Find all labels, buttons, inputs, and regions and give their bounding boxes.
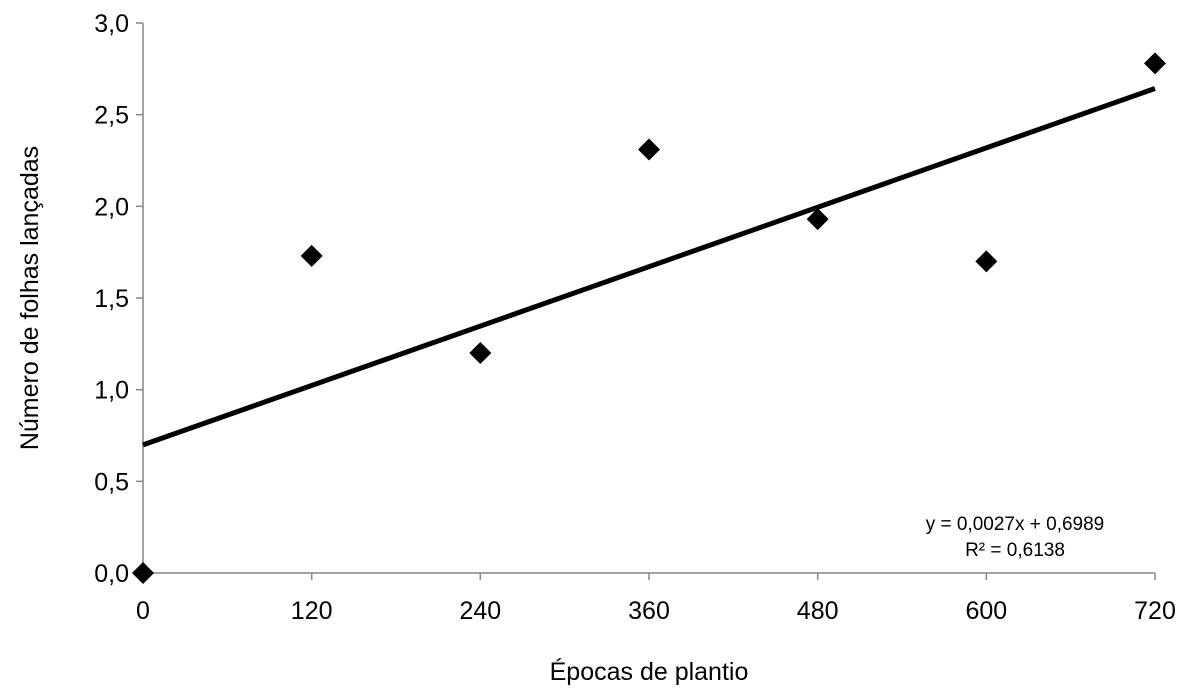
y-axis-title: Número de folhas lançadas (16, 146, 44, 450)
x-tick-label: 480 (797, 597, 839, 625)
x-axis-ticks: 0 120 240 360 480 600 720 (136, 573, 1176, 625)
plot-area: 0,0 0,5 1,0 1,5 2,0 2,5 3,0 0 120 240 360 480 600 72… (94, 10, 1176, 625)
x-tick-label: 720 (1134, 597, 1176, 625)
y-tick-label: 0,5 (94, 468, 129, 496)
trendline-group (142, 86, 1156, 448)
y-tick-label: 2,5 (94, 102, 129, 130)
x-tick-label: 240 (459, 597, 501, 625)
trendline (142, 86, 1156, 448)
y-tick-label: 1,0 (94, 377, 129, 405)
data-points (132, 52, 1166, 584)
data-point (132, 562, 154, 584)
x-axis-title: Épocas de plantio (550, 657, 749, 686)
y-axis-ticks: 0,0 0,5 1,0 1,5 2,0 2,5 3,0 (94, 10, 143, 588)
y-tick-label: 2,0 (94, 193, 129, 221)
y-tick-label: 3,0 (94, 10, 129, 38)
data-point (1144, 52, 1166, 75)
trendline-equation: y = 0,0027x + 0,6989 (926, 514, 1105, 535)
data-point (806, 208, 829, 231)
x-tick-label: 120 (291, 597, 333, 625)
data-point (975, 250, 998, 273)
x-tick-label: 360 (628, 597, 670, 625)
y-tick-label: 1,5 (94, 285, 129, 313)
y-tick-label: 0,0 (94, 560, 129, 588)
data-point (300, 244, 323, 267)
trendline-r-squared: R² = 0,6138 (965, 540, 1065, 561)
data-point (469, 342, 492, 364)
data-point (638, 138, 660, 161)
x-tick-label: 600 (965, 597, 1007, 625)
x-tick-label: 0 (136, 597, 150, 625)
